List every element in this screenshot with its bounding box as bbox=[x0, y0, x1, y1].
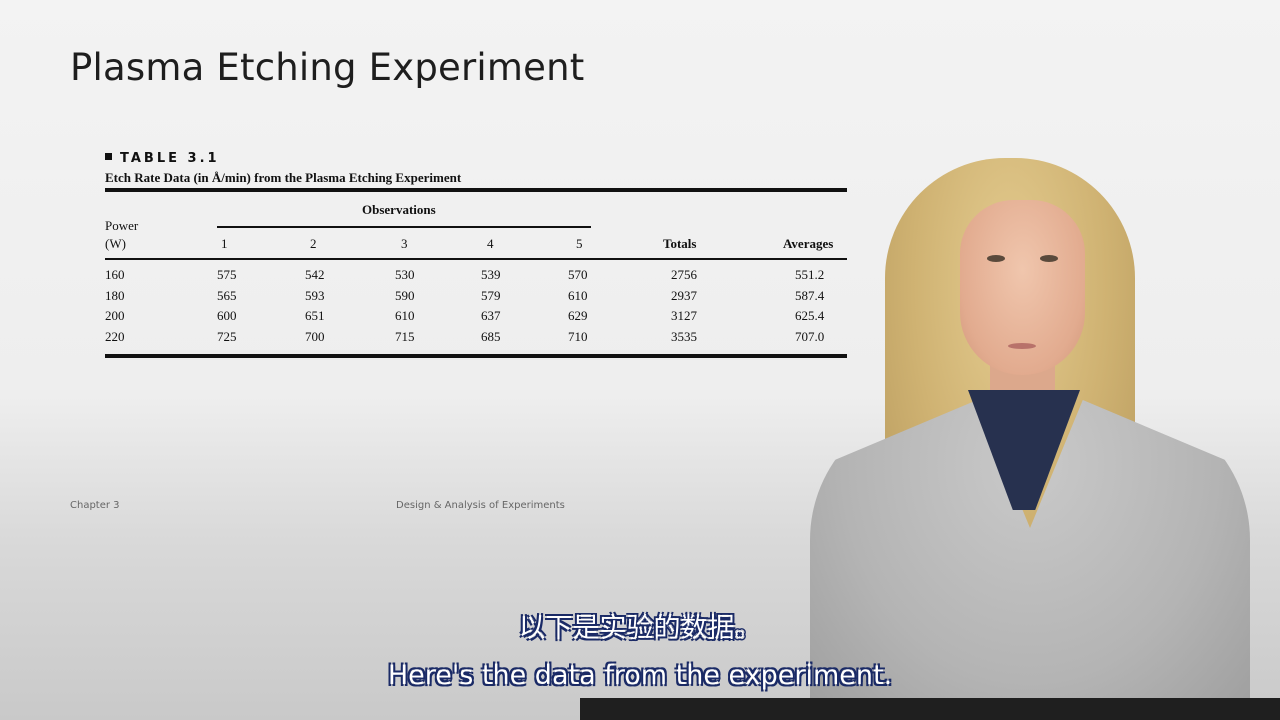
cell-obs: 651 bbox=[305, 308, 325, 323]
cell-obs: 600 bbox=[217, 308, 237, 323]
cell-obs: 542 bbox=[305, 267, 325, 282]
cell-obs: 570 bbox=[568, 267, 588, 282]
header-averages: Averages bbox=[783, 236, 834, 251]
header-rule bbox=[105, 258, 847, 260]
footer-chapter: Chapter 3 bbox=[70, 500, 120, 511]
cell-obs: 539 bbox=[481, 267, 501, 282]
slide-title: Plasma Etching Experiment bbox=[70, 46, 585, 89]
cell-obs: 579 bbox=[481, 287, 501, 303]
cell-power: 180 bbox=[105, 287, 125, 303]
table-row: 160 575 542 530 539 570 2756 551.2 bbox=[105, 264, 847, 285]
bullet-icon bbox=[105, 153, 112, 160]
header-power-unit: (W) bbox=[105, 236, 126, 251]
cell-obs: 593 bbox=[305, 287, 325, 303]
cell-obs: 610 bbox=[395, 308, 415, 323]
cell-average: 551.2 bbox=[795, 267, 825, 282]
cell-obs: 685 bbox=[481, 328, 501, 344]
footer-course: Design & Analysis of Experiments bbox=[396, 500, 565, 511]
table-body: 160 575 542 530 539 570 2756 551.2 180 5… bbox=[105, 260, 847, 354]
table-caption: Etch Rate Data (in Å/min) from the Plasm… bbox=[105, 170, 462, 185]
table-bottom-rule bbox=[105, 354, 847, 358]
presenter-mouth bbox=[1008, 343, 1036, 349]
header-obs-1: 1 bbox=[221, 236, 228, 251]
table-label: TABLE 3.1 bbox=[105, 150, 847, 168]
observations-rule bbox=[217, 226, 591, 228]
cell-total: 3535 bbox=[671, 328, 697, 344]
cell-average: 587.4 bbox=[795, 287, 825, 303]
cell-obs: 710 bbox=[568, 328, 588, 344]
table-header: Power (W) Observations 1 2 3 4 5 Totals … bbox=[105, 192, 847, 258]
presenter-eye-right bbox=[1040, 255, 1058, 262]
presenter-eye-left bbox=[987, 255, 1005, 262]
cell-obs: 590 bbox=[395, 287, 415, 303]
header-obs-2: 2 bbox=[310, 236, 317, 251]
cell-obs: 725 bbox=[217, 328, 237, 344]
header-obs-4: 4 bbox=[487, 236, 494, 251]
desk-edge bbox=[580, 698, 1280, 720]
cell-obs: 715 bbox=[395, 328, 415, 344]
cell-average: 625.4 bbox=[795, 308, 825, 323]
cell-power: 200 bbox=[105, 308, 125, 323]
table-row: 180 565 593 590 579 610 2937 587.4 bbox=[105, 285, 847, 306]
cell-obs: 575 bbox=[217, 267, 237, 282]
cell-power: 160 bbox=[105, 267, 125, 282]
table-top-rule bbox=[105, 188, 847, 192]
header-power: Power bbox=[105, 218, 139, 233]
cell-obs: 565 bbox=[217, 287, 237, 303]
table-label-text: TABLE 3.1 bbox=[120, 151, 220, 166]
cell-total: 2756 bbox=[671, 267, 697, 282]
cell-total: 2937 bbox=[671, 287, 697, 303]
presenter-video bbox=[790, 150, 1250, 720]
subtitle-english: Here's the data from the experiment. bbox=[387, 660, 893, 691]
cell-average: 707.0 bbox=[795, 328, 825, 344]
cell-obs: 530 bbox=[395, 267, 415, 282]
header-obs-5: 5 bbox=[576, 236, 583, 251]
cell-obs: 610 bbox=[568, 287, 588, 303]
header-totals: Totals bbox=[663, 236, 697, 251]
table-row: 220 725 700 715 685 710 3535 707.0 bbox=[105, 326, 847, 347]
header-observations: Observations bbox=[362, 202, 436, 217]
cell-total: 3127 bbox=[671, 308, 697, 323]
header-obs-3: 3 bbox=[401, 236, 408, 251]
data-table: TABLE 3.1 Etch Rate Data (in Å/min) from… bbox=[105, 150, 847, 358]
subtitle-chinese: 以下是实验的数据。 bbox=[518, 613, 762, 644]
table-row: 200 600 651 610 637 629 3127 625.4 bbox=[105, 305, 847, 326]
cell-obs: 637 bbox=[481, 308, 501, 323]
cell-obs: 700 bbox=[305, 328, 325, 344]
cell-power: 220 bbox=[105, 328, 125, 344]
cell-obs: 629 bbox=[568, 308, 588, 323]
